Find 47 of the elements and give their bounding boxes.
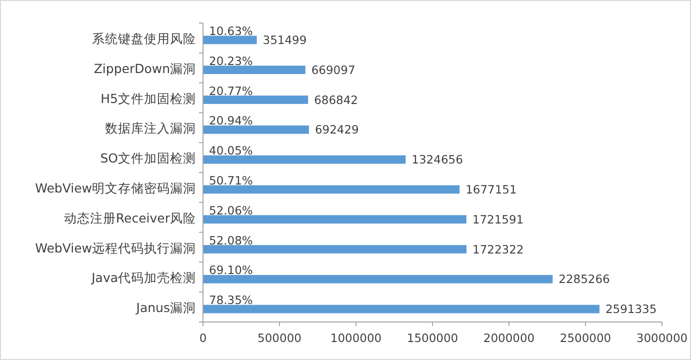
data-label: 351499 bbox=[262, 32, 307, 47]
bar bbox=[203, 215, 466, 224]
x-tick-label: 2500000 bbox=[560, 331, 612, 345]
y-tick-label: 系统键盘使用风险 bbox=[92, 30, 196, 46]
data-label: 1677151 bbox=[466, 182, 517, 196]
y-tick-label: WebView明文存储密码漏洞 bbox=[35, 180, 196, 196]
y-tick-label: WebView远程代码执行漏洞 bbox=[35, 240, 196, 256]
bar bbox=[203, 96, 308, 104]
data-label: 692429 bbox=[314, 122, 359, 137]
bar bbox=[203, 304, 600, 314]
annotation: 50.71% bbox=[209, 173, 253, 188]
y-tick-label: SO文件加固检测 bbox=[100, 150, 196, 166]
data-label: 2285266 bbox=[558, 272, 610, 286]
bar bbox=[203, 36, 257, 44]
y-tick-label: Java代码加壳检测 bbox=[90, 270, 196, 286]
bar bbox=[203, 66, 306, 74]
data-label: 1721591 bbox=[472, 212, 524, 226]
annotation: 40.05% bbox=[209, 144, 253, 158]
y-tick-label: 动态注册Receiver风险 bbox=[64, 210, 196, 226]
data-label: 1324656 bbox=[412, 152, 463, 167]
x-tick-label: 1500000 bbox=[406, 331, 458, 345]
data-label: 669097 bbox=[311, 62, 356, 77]
x-tick-label: 1000000 bbox=[330, 331, 382, 345]
y-tick-label: ZipperDown漏洞 bbox=[94, 60, 196, 76]
annotation: 20.94% bbox=[209, 114, 253, 128]
data-label: 686842 bbox=[314, 92, 358, 107]
x-tick-label: 2000000 bbox=[483, 331, 535, 345]
annotation: 20.77% bbox=[209, 84, 253, 98]
bar bbox=[203, 274, 553, 284]
data-label: 2591335 bbox=[605, 302, 657, 316]
x-tick-label: 3000000 bbox=[636, 331, 688, 345]
annotation: 69.10% bbox=[209, 263, 253, 278]
annotation: 20.23% bbox=[209, 54, 253, 68]
bar bbox=[203, 185, 460, 194]
x-tick-label: 0 bbox=[199, 331, 207, 345]
annotation: 52.08% bbox=[209, 233, 253, 248]
y-tick-label: Janus漏洞 bbox=[135, 300, 196, 316]
y-tick-label: 数据库注入漏洞 bbox=[105, 120, 196, 136]
annotation: 78.35% bbox=[209, 293, 253, 308]
data-label: 1722322 bbox=[472, 242, 524, 256]
bar bbox=[203, 125, 309, 134]
x-tick-label: 500000 bbox=[258, 331, 302, 345]
bar bbox=[203, 245, 467, 254]
annotation: 52.06% bbox=[209, 203, 253, 218]
y-tick-label: H5文件加固检测 bbox=[100, 90, 196, 106]
bar bbox=[203, 155, 406, 164]
annotation: 10.63% bbox=[209, 24, 253, 38]
